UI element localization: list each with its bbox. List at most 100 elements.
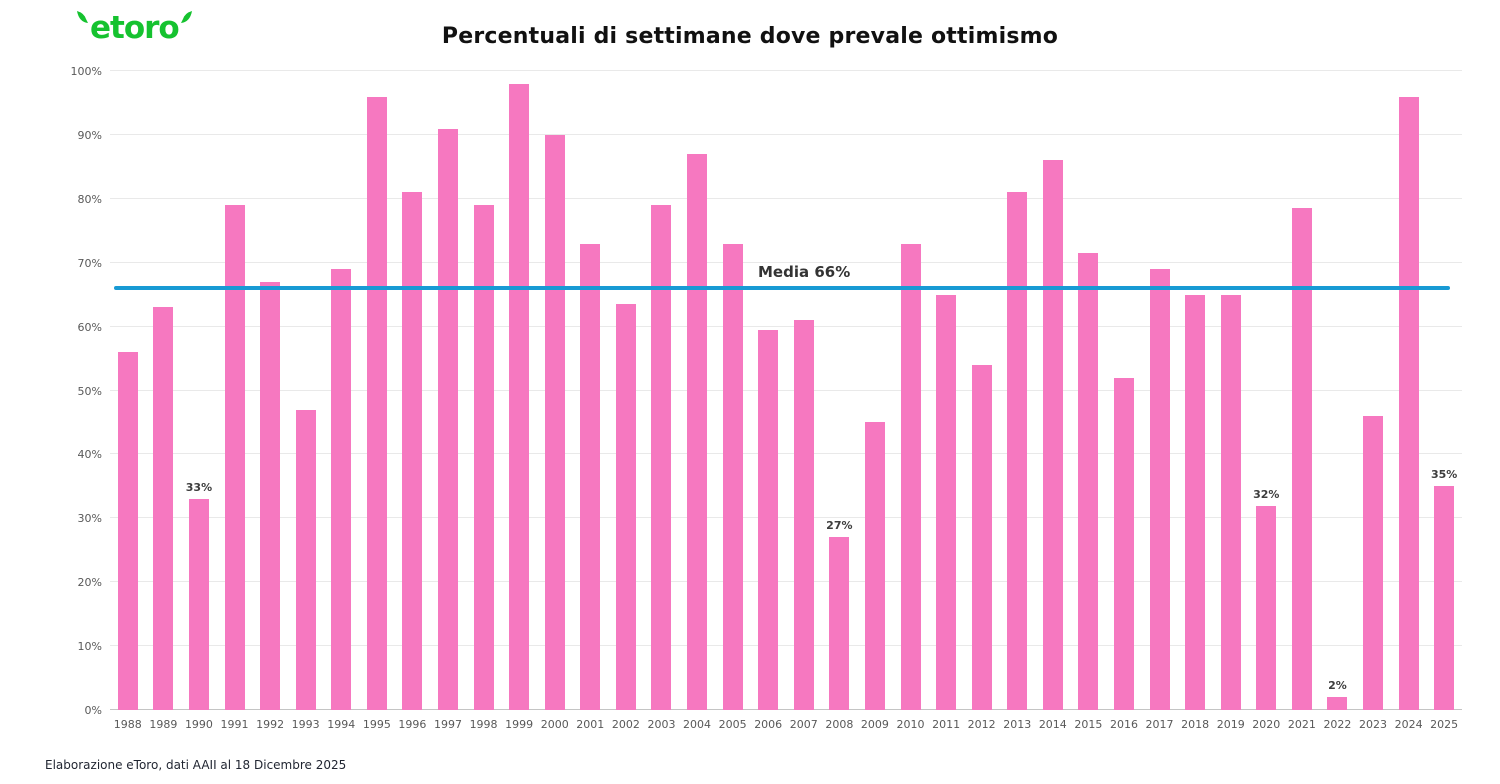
x-axis-tick-2000: 2000 [540, 718, 569, 731]
bar-slot-2012: 2012 [964, 71, 1000, 731]
bar-2007 [793, 320, 814, 710]
gridline-20 [110, 581, 1462, 583]
x-axis-tick-2023: 2023 [1359, 718, 1388, 731]
x-axis-tick-1997: 1997 [433, 718, 462, 731]
bar-2012 [971, 364, 992, 710]
y-axis-tick-90: 90% [77, 128, 102, 142]
bar-2023 [1363, 416, 1384, 710]
x-axis-tick-1989: 1989 [149, 718, 178, 731]
bar-slot-2019: 2019 [1213, 71, 1249, 731]
x-axis-tick-2010: 2010 [896, 718, 925, 731]
x-axis-tick-1995: 1995 [362, 718, 391, 731]
bar-value-label-2008: 27% [826, 519, 853, 533]
x-axis-tick-2018: 2018 [1181, 718, 1210, 731]
bar-2000 [544, 134, 565, 710]
bar-2001 [580, 243, 601, 710]
bar-2020 [1256, 505, 1277, 710]
bar-value-label-2022: 2% [1328, 679, 1347, 693]
media-reference-label: Media 66% [758, 263, 851, 282]
y-axis-tick-20: 20% [77, 576, 102, 590]
y-axis-tick-50: 50% [77, 384, 102, 398]
bar-1991 [224, 205, 245, 710]
gridline-30 [110, 517, 1462, 519]
bar-value-label-1990: 33% [185, 481, 213, 495]
bar-2004 [687, 154, 708, 710]
bar-2018 [1185, 294, 1206, 710]
bar-slot-1988: 1988 [110, 71, 146, 731]
x-axis-tick-1990: 1990 [184, 718, 213, 731]
gridline-60 [110, 325, 1462, 327]
bar-2005 [722, 243, 743, 710]
bar-slot-2018: 2018 [1177, 71, 1213, 731]
bull-horn-left-icon [76, 10, 90, 24]
x-axis-tick-2022: 2022 [1323, 718, 1352, 731]
bar-slot-1992: 1992 [252, 71, 288, 731]
bar-slot-2011: 2011 [928, 71, 964, 731]
x-axis-tick-1992: 1992 [256, 718, 285, 731]
bar-slot-2005: 2005 [715, 71, 751, 731]
x-axis-tick-1996: 1996 [398, 718, 427, 731]
y-axis-tick-100: 100% [70, 65, 102, 78]
gridline-50 [110, 389, 1462, 391]
bar-slot-2015: 2015 [1071, 71, 1107, 731]
bar-slot-2014: 2014 [1035, 71, 1071, 731]
gridline-80 [110, 197, 1462, 199]
x-axis-tick-2009: 2009 [860, 718, 889, 731]
x-axis-tick-2012: 2012 [967, 718, 996, 731]
x-axis-tick-2005: 2005 [718, 718, 747, 731]
bar-slot-2004: 2004 [679, 71, 715, 731]
x-axis-tick-2008: 2008 [825, 718, 854, 731]
bar-slot-1997: 1997 [430, 71, 466, 731]
bar-slot-1996: 1996 [395, 71, 431, 731]
bar-slot-2007: 2007 [786, 71, 822, 731]
bar-slot-2022: 2% 2022 [1320, 71, 1356, 731]
bar-2024 [1398, 96, 1419, 710]
bar-2002 [615, 304, 636, 710]
bar-1994 [331, 269, 352, 710]
x-axis-tick-1994: 1994 [327, 718, 356, 731]
bars-container: 1988 1989 33% 1990 1991 1992 1993 1994 1995 1996 1… [110, 71, 1462, 731]
bar-slot-2008: 27% 2008 [822, 71, 858, 731]
bar-1996 [402, 192, 423, 710]
bar-2016 [1113, 377, 1134, 710]
bar-1990 [188, 499, 209, 710]
x-axis-tick-1988: 1988 [113, 718, 142, 731]
bar-2014 [1042, 160, 1063, 710]
x-axis-tick-2007: 2007 [789, 718, 818, 731]
bar-1988 [117, 352, 138, 710]
gridline-0 [110, 709, 1462, 710]
y-axis-tick-30: 30% [77, 512, 102, 526]
bar-2011 [936, 294, 957, 710]
x-axis-tick-1998: 1998 [469, 718, 498, 731]
bar-2006 [758, 329, 779, 710]
x-axis-tick-1991: 1991 [220, 718, 249, 731]
bar-slot-2020: 32% 2020 [1249, 71, 1285, 731]
bar-slot-2010: 2010 [893, 71, 929, 731]
x-axis-tick-2001: 2001 [576, 718, 605, 731]
bar-chart-plot-area: 1988 1989 33% 1990 1991 1992 1993 1994 1995 1996 1… [71, 65, 1462, 731]
bar-2019 [1220, 294, 1241, 710]
media-reference-line [114, 286, 1450, 291]
x-axis-tick-2020: 2020 [1252, 718, 1281, 731]
bar-slot-2023: 2023 [1355, 71, 1391, 731]
bar-1997 [437, 128, 458, 710]
bar-slot-1989: 1989 [146, 71, 182, 731]
bar-slot-2000: 2000 [537, 71, 573, 731]
bar-slot-2009: 2009 [857, 71, 893, 731]
x-axis-tick-2014: 2014 [1038, 718, 1067, 731]
y-axis-tick-80: 80% [77, 192, 102, 206]
bar-2013 [1007, 192, 1028, 710]
bar-2008 [829, 537, 850, 710]
bar-1999 [509, 83, 530, 710]
gridline-70 [110, 261, 1462, 263]
bar-slot-2016: 2016 [1106, 71, 1142, 731]
x-axis-tick-2016: 2016 [1109, 718, 1138, 731]
bar-slot-2021: 2021 [1284, 71, 1320, 731]
x-axis-tick-2011: 2011 [932, 718, 961, 731]
y-axis-tick-70: 70% [77, 256, 102, 270]
bar-slot-2006: 2006 [750, 71, 786, 731]
y-axis-tick-60: 60% [77, 320, 102, 334]
gridline-100 [110, 70, 1462, 71]
bar-2003 [651, 205, 672, 710]
gridline-40 [110, 453, 1462, 455]
